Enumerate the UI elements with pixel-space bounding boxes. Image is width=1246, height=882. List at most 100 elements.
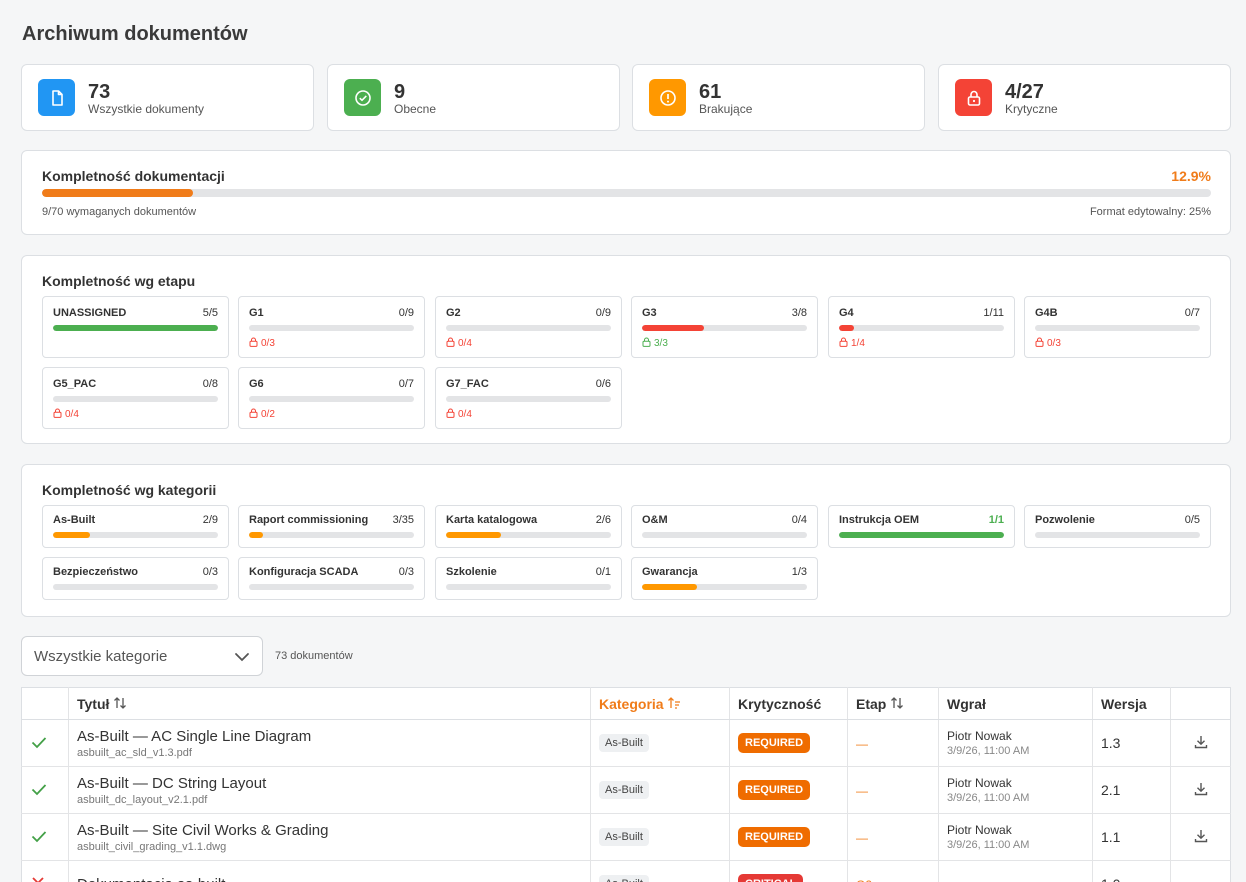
stage-value: — [856,830,868,845]
completeness-title: Kompletność dokumentacji [42,168,225,184]
document-title[interactable]: As-Built — DC String Layout [77,774,267,792]
document-title[interactable]: Dokumentacja as-built [77,876,590,882]
stat-value: 4/27 [1005,81,1044,103]
category-count: 2/9 [202,514,218,526]
sort-icon[interactable] [113,696,127,712]
critical-docs-indicator: 0/2 [249,408,275,421]
stage-name: G3 [642,307,657,319]
table-row[interactable]: As-Built — Site Civil Works & Grading asb… [21,813,1231,861]
stage-value: — [856,783,868,798]
check-icon [30,830,48,848]
category-tile: O&M 0/4 [631,505,818,548]
category-column-header[interactable]: Kategoria [590,687,730,720]
stage-tile: G1 0/9 0/3 [238,296,425,358]
uploader-name: — [947,877,1092,882]
stage-name: G7_FAC [446,378,489,390]
stat-card: 73 Wszystkie dokumenty [21,64,314,131]
category-filter-select[interactable]: Wszystkie kategorie [21,636,263,676]
check-circle-icon [344,79,381,116]
uploader-name: Piotr Nowak [947,729,1012,743]
table-header-row: Tytuł Kategoria Krytyczność Etap Wgrał W… [21,687,1231,720]
title-cell[interactable]: Dokumentacja as-built [68,860,591,882]
stage-header-label: Etap [856,695,887,712]
lock-icon [446,408,455,421]
category-chip: As-Built [599,828,649,846]
document-count: 73 dokumentów [275,650,353,662]
critical-docs-count: 0/4 [458,338,472,349]
category-tile: Bezpieczeństwo 0/3 [42,557,229,600]
document-title[interactable]: As-Built — AC Single Line Diagram [77,727,312,745]
category-progress-bar [249,584,414,590]
download-icon[interactable] [1193,782,1209,800]
category-tile: Karta katalogowa 2/6 [435,505,622,548]
stage-column-header[interactable]: Etap [847,687,939,720]
stage-name: G1 [249,307,264,319]
version-cell: 1.0 [1092,860,1171,882]
critical-docs-count: 0/2 [261,409,275,420]
document-title[interactable]: As-Built — Site Civil Works & Grading [77,821,329,839]
stage-tile: G5_PAC 0/8 0/4 [42,367,229,429]
category-progress-bar [53,584,218,590]
stat-label: Krytyczne [1005,102,1058,116]
stat-label: Wszystkie dokumenty [88,102,205,116]
category-cell: As-Built [590,813,730,861]
lock-icon [839,337,848,350]
category-name: As-Built [53,514,96,526]
page-title: Archiwum dokumentów [22,23,248,45]
download-icon[interactable] [1193,735,1209,753]
table-row[interactable]: As-Built — AC Single Line Diagram asbuilt… [21,719,1231,767]
category-progress-bar [1035,532,1200,538]
category-count: 1/3 [791,566,807,578]
critical-docs-indicator: 0/3 [1035,337,1061,350]
status-cell [21,813,69,861]
criticality-cell: REQUIRED [729,766,848,814]
category-chip: As-Built [599,781,649,799]
title-cell[interactable]: As-Built — Site Civil Works & Grading asb… [68,813,591,861]
title-cell[interactable]: As-Built — AC Single Line Diagram asbuilt… [68,719,591,767]
sort-icon[interactable] [890,696,904,712]
sort-ascending-icon[interactable] [667,696,681,712]
criticality-cell: REQUIRED [729,813,848,861]
stage-value: — [856,736,868,751]
category-count: 0/1 [595,566,611,578]
version-cell: 1.3 [1092,719,1171,767]
version-value: 2.1 [1101,782,1121,798]
category-header-label: Kategoria [599,695,664,712]
critical-docs-count: 0/4 [65,409,79,420]
actions-cell [1170,766,1231,814]
criticality-badge: REQUIRED [738,733,811,753]
critical-docs-count: 0/3 [1047,338,1061,349]
lock-icon [249,408,258,421]
category-tile: Instrukcja OEM 1/1 [828,505,1015,548]
download-icon[interactable] [1193,829,1209,847]
stat-value: 73 [88,81,111,103]
category-progress-bar [642,584,807,590]
category-count: 0/5 [1184,514,1200,526]
critical-docs-indicator: 1/4 [839,337,865,350]
stage-tile: G7_FAC 0/6 0/4 [435,367,622,429]
lock-icon [249,337,258,350]
cross-icon [30,876,46,882]
upload-date: 3/9/26, 11:00 AM [947,792,1030,804]
stage-count: 0/9 [398,307,414,319]
stage-tile: G3 3/8 3/3 [631,296,818,358]
stage-name: G4 [839,307,854,319]
uploaded-column-header: Wgrał [938,687,1093,720]
category-count: 1/1 [988,514,1004,526]
stat-label: Brakujące [699,102,753,116]
actions-cell [1170,813,1231,861]
stage-progress-bar [446,325,611,331]
category-count: 3/35 [392,514,414,526]
stage-name: G5_PAC [53,378,97,390]
table-row[interactable]: Dokumentacja as-built As-Built CRITICAL G2 —… [21,860,1231,882]
stage-tile: G6 0/7 0/2 [238,367,425,429]
title-column-header[interactable]: Tytuł [68,687,591,720]
stage-count: 0/7 [398,378,414,390]
stat-card: 4/27 Krytyczne [938,64,1231,131]
category-tile: Konfiguracja SCADA 0/3 [238,557,425,600]
table-row[interactable]: As-Built — DC String Layout asbuilt_dc_la… [21,766,1231,814]
title-cell[interactable]: As-Built — DC String Layout asbuilt_dc_la… [68,766,591,814]
category-filter-value: Wszystkie kategorie [34,647,168,665]
stage-progress-bar [642,325,807,331]
category-progress-bar [249,532,414,538]
